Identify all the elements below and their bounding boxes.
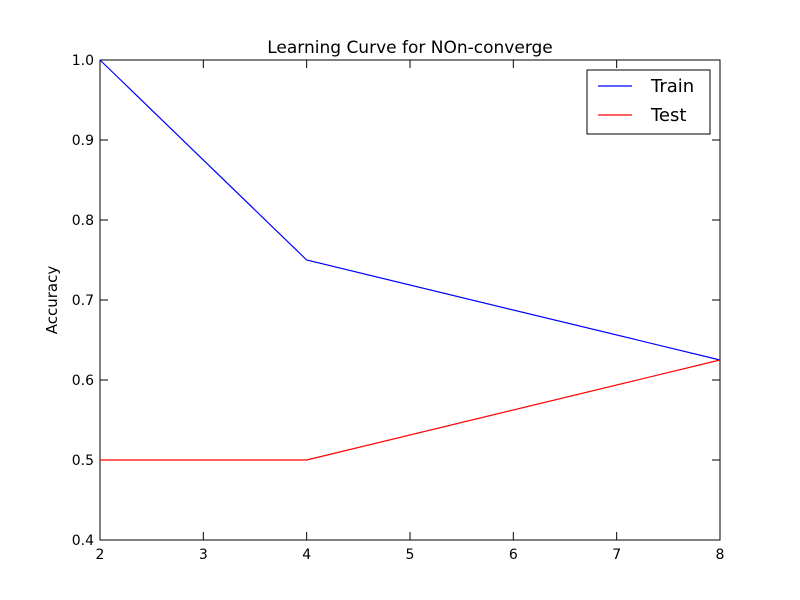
x-tick-label: 7 bbox=[612, 547, 621, 563]
x-tick-label: 6 bbox=[509, 547, 518, 563]
series-line-test bbox=[100, 359, 721, 461]
series-layer bbox=[99, 59, 721, 461]
x-axis: 2 3 4 5 6 7 8 bbox=[96, 60, 725, 563]
series-line-train bbox=[99, 59, 721, 361]
x-tick-label: 3 bbox=[199, 547, 208, 563]
y-tick-label: 0.7 bbox=[72, 293, 94, 309]
x-tick-label: 8 bbox=[716, 547, 725, 563]
legend-label-train: Train bbox=[650, 76, 694, 97]
chart-title: Learning Curve for NOn-converge bbox=[267, 38, 553, 58]
y-axis-label: Accuracy bbox=[43, 266, 61, 335]
y-tick-label: 0.8 bbox=[72, 213, 94, 229]
x-tick-label: 5 bbox=[406, 547, 415, 563]
y-tick-label: 1.0 bbox=[72, 53, 94, 69]
legend: Train Test bbox=[586, 69, 711, 135]
y-tick-label: 0.5 bbox=[72, 453, 94, 469]
legend-label-test: Test bbox=[650, 105, 686, 126]
y-tick-label: 0.6 bbox=[72, 373, 94, 389]
y-tick-label: 0.9 bbox=[72, 133, 94, 149]
y-tick-label: 0.4 bbox=[72, 533, 94, 549]
x-tick-label: 4 bbox=[302, 547, 311, 563]
y-axis: 0.4 0.5 0.6 0.7 0.8 0.9 1.0 bbox=[72, 53, 720, 549]
legend-box bbox=[586, 69, 711, 135]
x-tick-label: 2 bbox=[96, 547, 105, 563]
